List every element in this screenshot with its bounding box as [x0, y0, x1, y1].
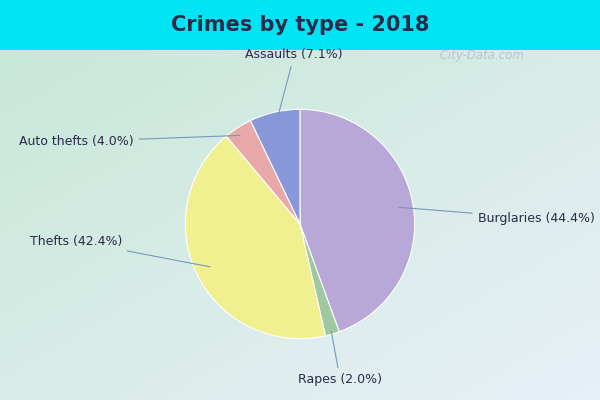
Text: Auto thefts (4.0%): Auto thefts (4.0%) [19, 135, 240, 148]
Wedge shape [250, 109, 300, 224]
Wedge shape [226, 120, 300, 224]
Wedge shape [300, 109, 415, 332]
Wedge shape [300, 224, 339, 336]
Text: Burglaries (44.4%): Burglaries (44.4%) [399, 207, 595, 225]
Text: Thefts (42.4%): Thefts (42.4%) [30, 235, 210, 267]
Wedge shape [185, 136, 325, 339]
Text: City-Data.com: City-Data.com [436, 50, 524, 62]
Text: Assaults (7.1%): Assaults (7.1%) [245, 48, 343, 118]
Text: Crimes by type - 2018: Crimes by type - 2018 [171, 15, 429, 35]
Text: Rapes (2.0%): Rapes (2.0%) [298, 331, 382, 386]
